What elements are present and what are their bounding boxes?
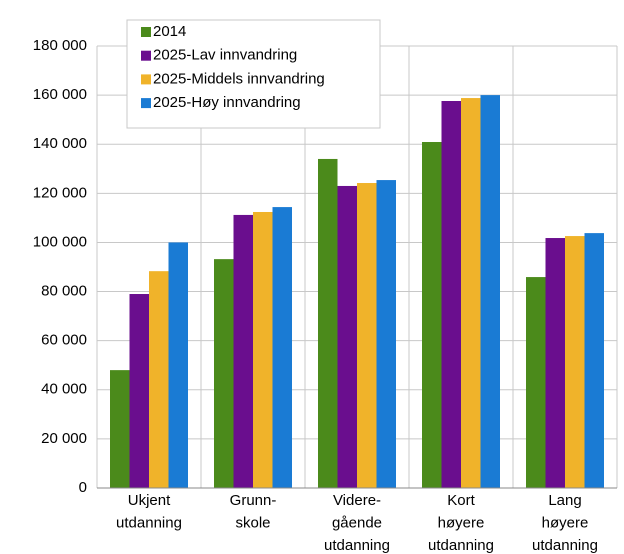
bar (318, 158, 338, 488)
legend-swatch (141, 98, 151, 109)
legend-label: 2025-Høy innvandring (153, 94, 301, 111)
x-tick-label: utdanning (532, 537, 598, 554)
bar (480, 95, 500, 488)
y-tick-label: 80 000 (41, 283, 87, 300)
legend-swatch (141, 74, 151, 85)
bar (526, 277, 546, 488)
bar (441, 101, 461, 488)
legend-swatch (141, 50, 151, 61)
bar (129, 294, 149, 488)
y-tick-label: 60 000 (41, 332, 87, 349)
bar (149, 271, 169, 488)
bar (233, 214, 253, 489)
x-tick-label: høyere (438, 514, 485, 531)
bar (461, 98, 481, 489)
x-tick-label: Grunn- (230, 492, 277, 509)
y-tick-label: 0 (79, 479, 87, 496)
x-tick-label: skole (235, 514, 270, 531)
bar (110, 370, 130, 488)
bar (376, 180, 396, 488)
y-tick-label: 180 000 (33, 37, 87, 54)
x-tick-label: Ukjent (128, 492, 171, 509)
x-tick-label: utdanning (428, 537, 494, 554)
x-tick-label: Lang (548, 492, 581, 509)
y-tick-label: 160 000 (33, 86, 87, 103)
bar (357, 183, 377, 488)
bar (584, 233, 604, 488)
bar (168, 242, 188, 488)
bar (565, 236, 585, 488)
bar (545, 238, 565, 488)
bar (214, 259, 234, 488)
x-tick-label: utdanning (324, 537, 390, 554)
y-tick-label: 120 000 (33, 184, 87, 201)
y-tick-label: 100 000 (33, 233, 87, 250)
legend-box (126, 19, 381, 129)
bar (253, 211, 273, 489)
legend-label: 2025-Lav innvandring (153, 47, 297, 64)
x-tick-label: Kort (447, 492, 475, 509)
legend-label: 2025-Middels innvandring (153, 70, 325, 87)
x-tick-label: gående (332, 514, 382, 531)
y-tick-label: 140 000 (33, 135, 87, 152)
legend-label: 2014 (153, 23, 186, 40)
bar (422, 142, 442, 489)
x-tick-label: høyere (542, 514, 589, 531)
y-tick-label: 20 000 (41, 430, 87, 447)
bar (272, 207, 292, 488)
bar (337, 185, 357, 488)
y-tick-label: 40 000 (41, 381, 87, 398)
legend-swatch (141, 27, 151, 37)
x-tick-label: Videre- (333, 492, 381, 509)
x-tick-label: utdanning (116, 514, 182, 531)
